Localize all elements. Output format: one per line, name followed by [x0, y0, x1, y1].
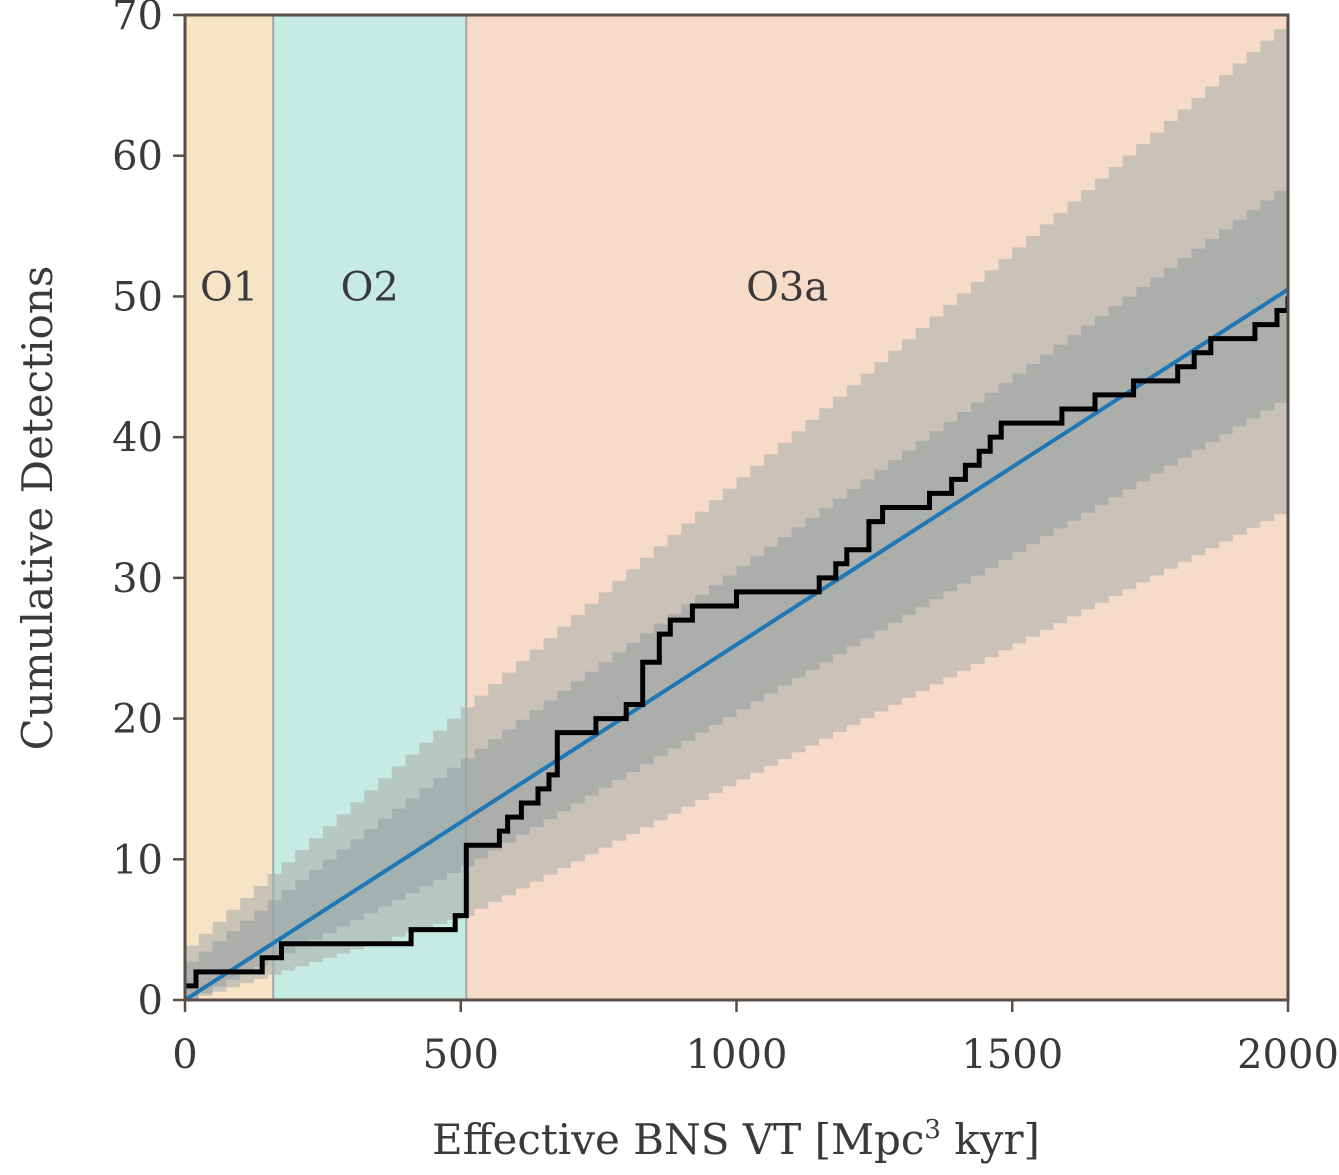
y-tick-label: 20: [112, 697, 163, 743]
y-tick-label: 30: [112, 556, 163, 602]
y-axis-label: Cumulative Detections: [13, 266, 62, 751]
x-axis-ticks: 0 500 1000 1500 2000: [172, 1000, 1339, 1078]
region-label-o2: O2: [341, 264, 399, 310]
y-tick-label: 40: [112, 415, 163, 461]
y-tick-label: 60: [112, 134, 163, 180]
y-tick-label: 50: [112, 274, 163, 320]
x-tick-label: 1000: [686, 1032, 788, 1078]
region-o1: [185, 15, 273, 1000]
y-tick-label: 70: [112, 0, 163, 39]
x-tick-label: 0: [172, 1032, 197, 1078]
region-label-o1: O1: [200, 264, 258, 310]
x-tick-label: 1500: [961, 1032, 1063, 1078]
y-tick-label: 0: [138, 978, 163, 1024]
x-axis-label: Effective BNS VT [Mpc3 kyr]: [432, 1115, 1040, 1164]
y-axis-ticks: 0 10 20 30 40 50 60 70: [112, 0, 185, 1024]
x-tick-label: 500: [423, 1032, 499, 1078]
y-tick-label: 10: [112, 837, 163, 883]
x-tick-label: 2000: [1237, 1032, 1339, 1078]
region-label-o3a: O3a: [746, 264, 828, 310]
